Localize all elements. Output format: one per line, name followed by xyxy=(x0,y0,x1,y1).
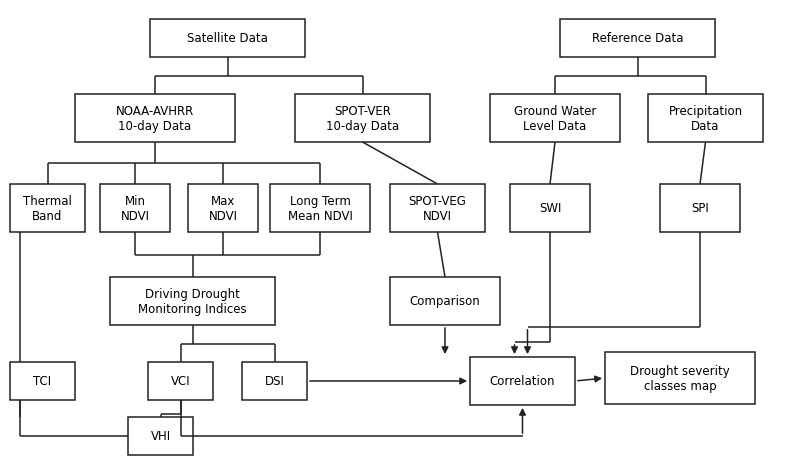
Text: VCI: VCI xyxy=(171,375,190,388)
Bar xyxy=(10,185,85,232)
Bar xyxy=(390,277,500,325)
Text: Thermal
Band: Thermal Band xyxy=(23,194,72,223)
Text: Reference Data: Reference Data xyxy=(592,32,683,45)
Text: Comparison: Comparison xyxy=(409,295,481,308)
Bar xyxy=(242,362,307,400)
Bar xyxy=(150,20,305,58)
Bar xyxy=(605,352,755,404)
Bar xyxy=(10,362,75,400)
Bar xyxy=(470,357,575,405)
Text: VHI: VHI xyxy=(150,430,170,443)
Bar xyxy=(100,185,170,232)
Bar xyxy=(110,277,275,325)
Text: Satellite Data: Satellite Data xyxy=(187,32,268,45)
Text: SPOT-VER
10-day Data: SPOT-VER 10-day Data xyxy=(326,105,399,133)
Text: SPOT-VEG
NDVI: SPOT-VEG NDVI xyxy=(409,194,466,223)
Text: Driving Drought
Monitoring Indices: Driving Drought Monitoring Indices xyxy=(138,288,247,315)
Bar xyxy=(490,95,620,143)
Bar xyxy=(295,95,430,143)
Text: Min
NDVI: Min NDVI xyxy=(120,194,150,223)
Text: DSI: DSI xyxy=(265,375,284,388)
Bar xyxy=(148,362,213,400)
Bar xyxy=(560,20,715,58)
Text: Drought severity
classes map: Drought severity classes map xyxy=(630,364,730,392)
Text: SPI: SPI xyxy=(691,202,709,215)
Text: Max
NDVI: Max NDVI xyxy=(208,194,238,223)
Text: SWI: SWI xyxy=(539,202,562,215)
Bar xyxy=(510,185,590,232)
Bar xyxy=(660,185,740,232)
Bar xyxy=(188,185,258,232)
Bar xyxy=(75,95,235,143)
Text: Correlation: Correlation xyxy=(489,375,555,388)
Bar xyxy=(270,185,370,232)
Text: Precipitation
Data: Precipitation Data xyxy=(668,105,743,133)
Text: NOAA-AVHRR
10-day Data: NOAA-AVHRR 10-day Data xyxy=(116,105,194,133)
Bar xyxy=(390,185,485,232)
Text: Long Term
Mean NDVI: Long Term Mean NDVI xyxy=(287,194,352,223)
Bar xyxy=(648,95,763,143)
Bar xyxy=(128,417,193,455)
Text: Ground Water
Level Data: Ground Water Level Data xyxy=(514,105,596,133)
Text: TCI: TCI xyxy=(33,375,51,388)
